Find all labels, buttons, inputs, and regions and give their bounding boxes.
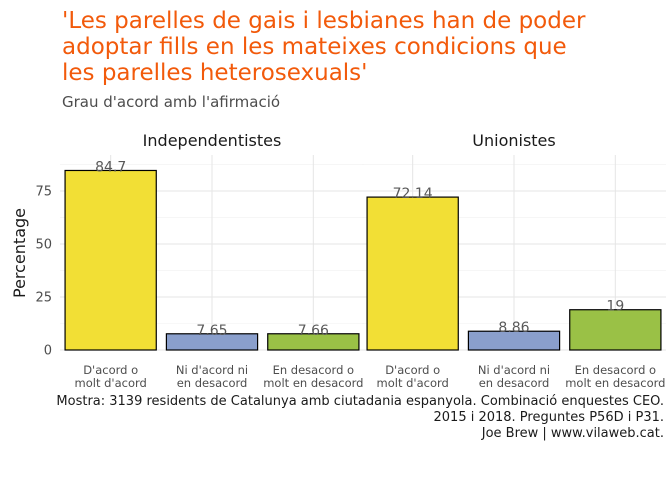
chart-caption: Mostra: 3139 residents de Catalunya amb … [4, 394, 664, 442]
facet-title: Independentistes [143, 131, 282, 150]
y-tick-label: 25 [35, 291, 52, 306]
x-tick-label: Ni d'acord ni [478, 363, 550, 377]
bar [267, 333, 360, 351]
title-line: 'Les parelles de gais i lesbianes han de… [62, 8, 586, 34]
title-line: adoptar fills en les mateixes condicions… [62, 34, 567, 60]
y-axis-title: Percentage [10, 208, 29, 298]
caption-line: Joe Brew | www.vilaweb.cat. [481, 426, 664, 441]
y-tick-label: 50 [35, 238, 52, 253]
data-label: 7.66 [298, 323, 329, 339]
x-tick-label: molt d'acord [377, 376, 449, 390]
x-tick-label: En desacord o [273, 363, 355, 377]
data-label: 19 [606, 299, 624, 315]
data-label: 7.65 [196, 323, 227, 339]
bar [366, 196, 459, 351]
caption-line: 2015 i 2018. Preguntes P56D i P31. [433, 410, 665, 425]
caption-line: Mostra: 3139 residents de Catalunya amb … [56, 394, 664, 409]
x-tick-label: en desacord [177, 376, 248, 390]
chart-subtitle: Grau d'acord amb l'afirmació [62, 93, 281, 111]
x-tick-label: En desacord o [575, 363, 657, 377]
bar [467, 330, 561, 351]
x-tick-label: molt d'acord [75, 376, 147, 390]
chart-title: 'Les parelles de gais i lesbianes han de… [62, 8, 662, 86]
x-tick-label: D'acord o [83, 363, 138, 377]
x-tick-label: Ni d'acord ni [176, 363, 248, 377]
y-tick-label: 75 [35, 185, 52, 200]
x-tick-label: en desacord [479, 376, 550, 390]
facet-title: Unionistes [472, 131, 555, 150]
faceted-bar-chart: Percentage 0 25 50 75 Independentistes 84.7 D'a… [10, 131, 666, 390]
x-tick-label: molt en desacord [565, 376, 665, 390]
data-label: 72.14 [393, 186, 433, 202]
bar [165, 333, 259, 351]
y-tick-label: 0 [44, 344, 52, 359]
bar [64, 169, 157, 351]
data-label: 8.86 [498, 320, 529, 336]
title-line: les parelles heterosexuals' [62, 60, 368, 86]
bar [569, 309, 662, 351]
x-tick-label: molt en desacord [263, 376, 363, 390]
x-tick-label: D'acord o [385, 363, 440, 377]
data-label: 84.7 [95, 159, 126, 175]
